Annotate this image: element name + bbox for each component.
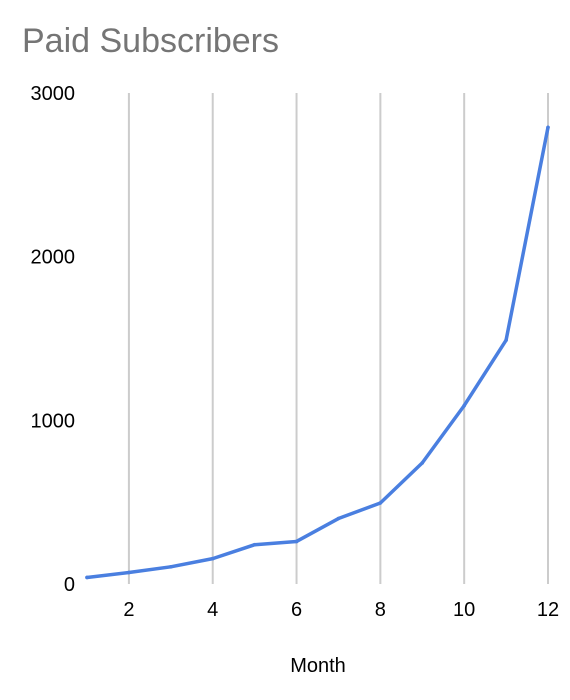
- data-point: [420, 461, 425, 465]
- data-point: [504, 338, 508, 342]
- y-tick-label: 0: [64, 574, 75, 596]
- x-tick-label: 8: [375, 599, 386, 621]
- y-tick-label: 2000: [31, 247, 76, 269]
- data-point: [85, 575, 89, 580]
- y-tick-label: 3000: [31, 83, 76, 105]
- x-tick-label: 6: [291, 599, 302, 621]
- data-point: [294, 539, 299, 544]
- data-point: [546, 125, 550, 130]
- gridlines: [127, 93, 549, 584]
- x-axis-ticks: 2 4 6 8 10 12: [123, 599, 559, 621]
- data-point: [336, 516, 341, 521]
- x-axis-label: Month: [290, 655, 346, 677]
- data-point: [169, 565, 173, 569]
- data-point: [378, 501, 383, 505]
- data-point: [252, 542, 257, 547]
- x-tick-label: 12: [537, 599, 559, 621]
- data-point: [127, 570, 131, 575]
- x-tick-label: 10: [453, 599, 475, 621]
- data-point: [210, 556, 215, 561]
- chart-title: Paid Subscribers: [22, 22, 279, 60]
- series-line-0: [85, 125, 550, 580]
- series-layer: [85, 125, 550, 580]
- x-tick-label: 4: [207, 599, 218, 621]
- x-tick-label: 2: [123, 599, 134, 621]
- y-axis-ticks: 0 1000 2000 3000: [31, 83, 76, 596]
- y-tick-label: 1000: [31, 410, 76, 432]
- data-point: [462, 403, 466, 408]
